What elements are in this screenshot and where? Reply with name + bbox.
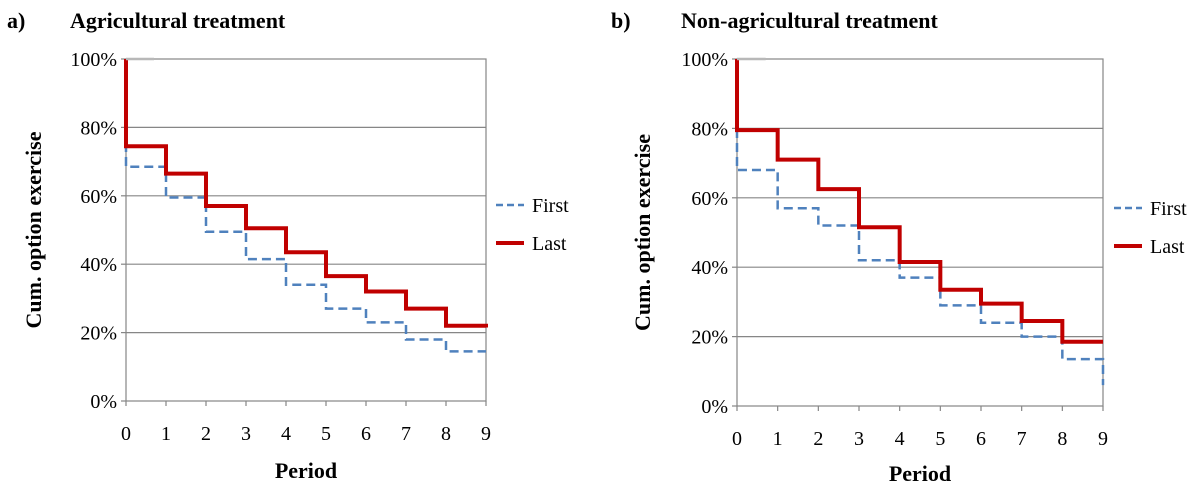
series-line-last [735,59,1103,344]
series-line-last [124,59,488,328]
chart-panel-b: b) Non-agricultural treatment 0% 20% 40% 60% 8… [611,8,1187,486]
y-tick-label: 100% [70,49,117,71]
y-tick-label: 20% [691,327,728,349]
chart-title: Non-agricultural treatment [681,8,938,33]
y-tick-label: 40% [691,257,728,279]
x-axis-title: Period [275,458,337,483]
y-tick-label: 0% [701,396,728,418]
x-tick-label: 2 [201,423,211,445]
legend-label-last: Last [532,233,567,255]
y-tick-label: 40% [80,254,117,276]
y-axis-title: Cum. option exercise [630,134,655,331]
x-tick-label: 0 [121,423,131,445]
series-line-first [735,59,1105,386]
x-tick-label: 1 [161,423,171,445]
plot-area [125,58,487,402]
x-tick-label: 9 [481,423,491,445]
x-tick-label: 7 [401,423,411,445]
y-tick-label: 80% [80,117,117,139]
legend-label-first: First [1150,198,1187,220]
x-tick-label: 5 [321,423,331,445]
x-tick-label: 4 [895,428,905,450]
legend-label-last: Last [1150,236,1185,258]
x-tick-label: 5 [935,428,945,450]
x-tick-label: 3 [241,423,251,445]
x-tick-label: 9 [1098,428,1108,450]
y-tick-label: 20% [80,323,117,345]
x-axis-title: Period [889,461,951,486]
x-tick-label: 6 [976,428,986,450]
x-tick-label: 4 [281,423,291,445]
panel-label: b) [611,8,631,33]
y-tick-label: 0% [90,391,117,413]
x-tick-label: 6 [361,423,371,445]
x-tick-label: 8 [1057,428,1067,450]
x-tick-label: 3 [854,428,864,450]
x-tick-label: 0 [732,428,742,450]
series-line-first [124,59,486,353]
x-tick-label: 1 [773,428,783,450]
y-tick-label: 80% [691,118,728,140]
y-axis-title: Cum. option exercise [21,131,46,328]
y-tick-label: 60% [691,188,728,210]
x-tick-label: 7 [1017,428,1027,450]
x-tick-label: 8 [441,423,451,445]
x-tick-label: 2 [813,428,823,450]
chart-panel-a: a) Agricultural treatment0%20%40%60%80%10… [7,8,569,483]
y-tick-label: 100% [681,49,728,71]
chart-title: Agricultural treatment [70,8,286,33]
legend-label-first: First [532,195,569,217]
plot-area [736,58,1104,407]
y-tick-label: 60% [80,186,117,208]
panel-label: a) [7,8,25,33]
